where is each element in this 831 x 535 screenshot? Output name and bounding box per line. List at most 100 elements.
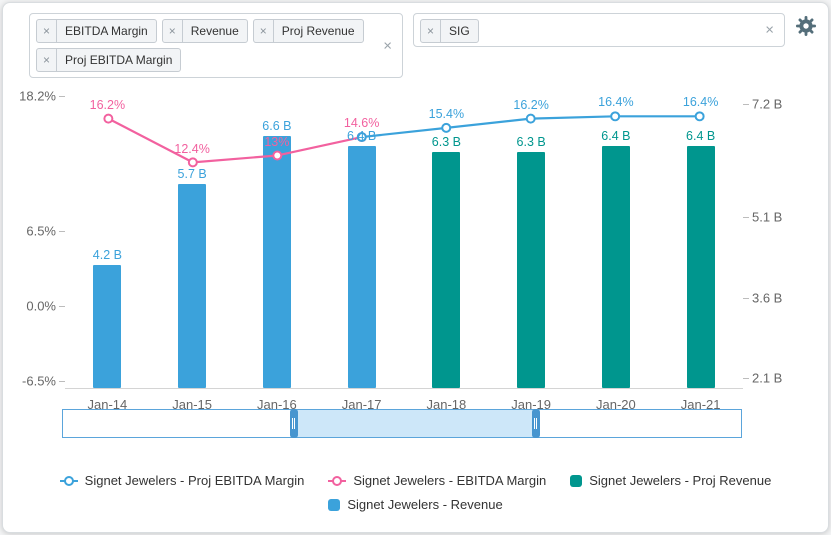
x-axis-label: Jan-18 (426, 397, 467, 412)
right-axis-label: 3.6 B (752, 290, 783, 306)
remove-tag-icon[interactable]: × (37, 20, 58, 42)
navigator-selected-range[interactable] (293, 410, 536, 437)
x-axis-label: Jan-20 (596, 397, 636, 412)
bar-value-label: 4.2 B (92, 247, 122, 262)
bar-value-label: 6.3 B (516, 134, 546, 149)
bar-Jan-21[interactable] (686, 146, 715, 388)
axis-tick (743, 297, 749, 299)
left-axis-label: -6.5% (22, 373, 56, 389)
clear-tickers-icon[interactable]: × (765, 21, 774, 39)
gear-icon (796, 16, 816, 36)
legend-row: Signet Jewelers - Proj EBITDA Margin Sign… (59, 473, 771, 488)
line-point[interactable] (187, 157, 198, 168)
line-value-label: 16.2% (513, 97, 549, 112)
axis-tick (59, 230, 65, 232)
bar-Jan-15[interactable] (178, 183, 207, 388)
right-axis-label: 5.1 B (752, 209, 783, 225)
x-axis-label: Jan-14 (87, 397, 128, 412)
remove-tag-icon[interactable]: × (421, 20, 442, 42)
legend-label: Signet Jewelers - Revenue (347, 497, 503, 512)
tag-label: SIG (449, 24, 470, 38)
line-series (107, 117, 362, 164)
legend-label: Signet Jewelers - Proj EBITDA Margin (84, 473, 305, 488)
legend-item[interactable]: Signet Jewelers - Revenue (328, 497, 503, 512)
line-value-label: 14.6% (343, 116, 380, 131)
line-value-label: 16.4% (598, 95, 634, 110)
bar-value-label: 6.4 B (601, 129, 631, 144)
left-axis-label: 6.5% (26, 223, 56, 239)
bar-value-label: 6.4 B (347, 129, 377, 144)
bar-value-label: 5.7 B (177, 166, 207, 181)
filter-tag[interactable]: × Proj Revenue (252, 19, 364, 43)
legend-item[interactable]: Signet Jewelers - Proj Revenue (570, 473, 771, 488)
bar-Jan-17[interactable] (347, 146, 376, 388)
bar-Jan-14[interactable] (93, 264, 122, 388)
ticker-filter-input[interactable]: × SIG × (413, 13, 785, 47)
bar-Jan-20[interactable] (601, 146, 630, 388)
square-marker-icon (328, 498, 341, 511)
left-axis-label: 0.0% (26, 298, 56, 314)
line-point[interactable] (272, 150, 283, 161)
axis-tick (743, 217, 749, 219)
x-axis-label: Jan-15 (172, 397, 212, 412)
remove-tag-icon[interactable]: × (254, 20, 274, 42)
legend: Signet Jewelers - Proj EBITDA Margin Sign… (3, 473, 828, 512)
plot-area (65, 91, 743, 389)
line-marker-icon (59, 475, 78, 487)
metrics-filter-input[interactable]: × EBITDA Margin × Revenue × Proj Revenue × Proj… (29, 13, 403, 78)
bar-Jan-18[interactable] (432, 151, 461, 388)
axis-tick (743, 378, 749, 380)
line-marker-icon (328, 475, 347, 487)
line-point[interactable] (441, 122, 452, 133)
line-value-label: 12.4% (174, 141, 210, 156)
axis-tick (743, 104, 749, 106)
line-value-label: 15.4% (428, 106, 465, 121)
filter-tag[interactable]: × EBITDA Margin (36, 19, 157, 43)
axis-tick (59, 305, 65, 307)
navigator-left-handle[interactable] (289, 409, 298, 438)
line-series-layer (103, 111, 705, 168)
legend-row: Signet Jewelers - Revenue (328, 497, 503, 512)
tag-label: EBITDA Margin (65, 24, 148, 38)
chart-area: 18.2% 6.5% 0.0% -6.5% 7.2 B 5.1 B 3.6 B 2.1 B Ja… (3, 79, 828, 419)
axis-tick (59, 95, 65, 97)
right-axis-label: 7.2 B (752, 96, 783, 112)
filter-tag[interactable]: × Revenue (161, 19, 248, 43)
legend-item[interactable]: Signet Jewelers - EBITDA Margin (328, 473, 546, 488)
bar-Jan-19[interactable] (517, 151, 546, 388)
left-axis-label: 18.2% (19, 88, 56, 104)
line-point[interactable] (610, 111, 621, 122)
x-axis-label: Jan-16 (257, 397, 297, 412)
legend-item[interactable]: Signet Jewelers - Proj EBITDA Margin (59, 473, 305, 488)
axis-tick (59, 380, 65, 382)
square-marker-icon (570, 474, 583, 487)
line-point[interactable] (694, 111, 705, 122)
navigator-right-handle[interactable] (531, 409, 540, 438)
bar-value-label: 6.4 B (686, 129, 716, 144)
filter-tag[interactable]: × Proj EBITDA Margin (36, 48, 182, 72)
tag-label: Proj EBITDA Margin (65, 53, 173, 67)
line-value-label: 13% (264, 134, 290, 149)
line-value-label: 16.2% (89, 97, 126, 112)
bar-value-label: 6.6 B (262, 118, 292, 133)
remove-tag-icon[interactable]: × (37, 49, 58, 71)
line-point[interactable] (356, 132, 367, 143)
remove-tag-icon[interactable]: × (163, 20, 183, 42)
x-axis-label: Jan-21 (680, 397, 721, 412)
legend-label: Signet Jewelers - EBITDA Margin (353, 473, 547, 488)
settings-gear-icon[interactable] (794, 14, 818, 38)
line-point[interactable] (103, 113, 114, 124)
filter-tag[interactable]: × SIG (420, 19, 479, 43)
bar-Jan-16[interactable] (262, 135, 291, 388)
x-axis-label: Jan-19 (511, 397, 551, 412)
bar-value-label: 6.3 B (431, 134, 461, 149)
line-value-label: 16.4% (682, 95, 719, 110)
tag-label: Proj Revenue (281, 24, 355, 38)
line-point[interactable] (525, 113, 536, 124)
clear-metrics-icon[interactable]: × (383, 37, 392, 54)
x-axis-label: Jan-17 (341, 397, 382, 412)
right-axis-label: 2.1 B (752, 370, 783, 386)
tag-label: Revenue (190, 24, 239, 38)
range-navigator[interactable] (62, 409, 742, 438)
